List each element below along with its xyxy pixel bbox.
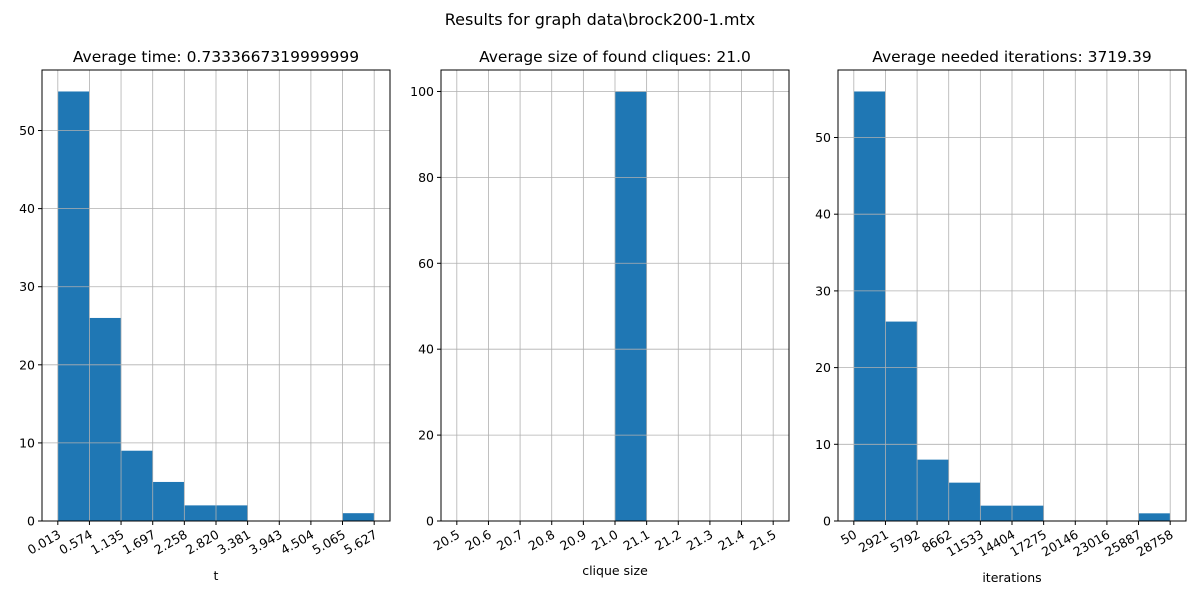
iterations-bar [1012, 505, 1044, 521]
time-bar [152, 481, 185, 521]
clique-size-title: Average size of found cliques: 21.0 [479, 48, 751, 66]
time-y-tick-label: 20 [19, 357, 35, 372]
clique-size-y-tick-label: 100 [410, 84, 434, 99]
iterations-bar [917, 459, 949, 521]
iterations-x-tick-label: 5792 [888, 527, 923, 556]
time-bar [216, 505, 248, 521]
iterations-y-tick-label: 40 [815, 207, 831, 222]
iterations-title: Average needed iterations: 3719.39 [872, 48, 1151, 66]
iterations-bar [980, 505, 1012, 521]
iterations-x-tick-label: 28758 [1134, 527, 1176, 560]
iterations-y-tick-label: 30 [815, 283, 831, 298]
iterations-y-tick-label: 20 [815, 360, 831, 375]
iterations-y-tick-label: 50 [815, 130, 831, 145]
figure-title: Results for graph data\brock200-1.mtx [444, 10, 756, 29]
time-y-tick-label: 0 [27, 514, 35, 529]
clique-size-y-tick-label: 80 [418, 170, 434, 185]
time-bar [342, 513, 375, 521]
time-y-tick-label: 40 [19, 201, 35, 216]
iterations-bar [948, 482, 981, 521]
time-y-tick-label: 10 [19, 435, 35, 450]
time-y-tick-label: 50 [19, 123, 35, 138]
clique-size-y-tick-label: 20 [418, 428, 434, 443]
time-bar [184, 505, 216, 521]
iterations-bar [853, 91, 886, 521]
clique-size-bar [615, 91, 647, 521]
time-title: Average time: 0.7333667319999999 [73, 48, 359, 66]
clique-size-y-tick-label: 60 [418, 256, 434, 271]
time-x-axis-label: t [214, 568, 219, 583]
iterations-x-tick-label: 50 [838, 527, 859, 548]
time-bar [89, 317, 122, 521]
clique-size-y-tick-label: 40 [418, 342, 434, 357]
iterations-y-tick-label: 0 [823, 514, 831, 529]
time-y-tick-label: 30 [19, 279, 35, 294]
clique-size-y-tick-label: 0 [426, 514, 434, 529]
time-bar [57, 91, 90, 521]
clique-size-x-axis-label: clique size [582, 563, 648, 578]
iterations-x-tick-label: 2921 [856, 527, 891, 556]
iterations-bar [1138, 513, 1171, 521]
iterations-x-axis-label: iterations [982, 570, 1041, 585]
time-bar [121, 450, 153, 521]
iterations-y-tick-label: 10 [815, 437, 831, 452]
iterations-bar [885, 321, 918, 521]
